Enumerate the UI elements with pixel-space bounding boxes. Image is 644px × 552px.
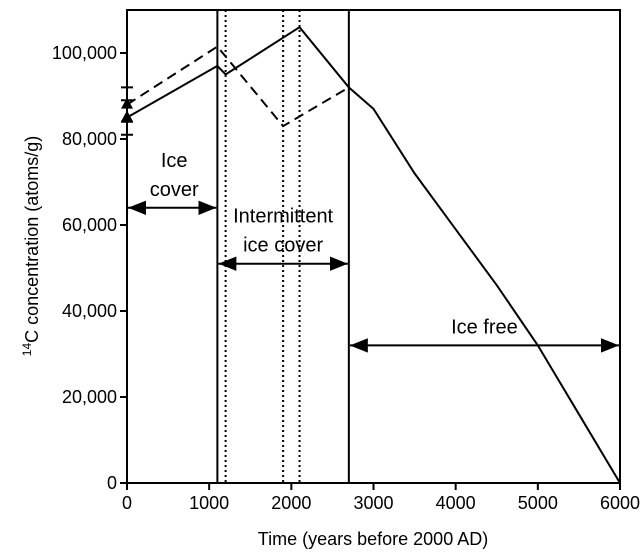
x-tick-label: 5000: [518, 493, 558, 513]
x-tick-label: 2000: [271, 493, 311, 513]
series-line: [126, 25, 621, 484]
y-tick-label: 100,000: [52, 43, 117, 63]
x-tick-label: 6000: [600, 493, 640, 513]
y-axis-label-sup: 14: [20, 343, 34, 357]
y-tick-label: 40,000: [62, 301, 117, 321]
y-tick-label: 60,000: [62, 215, 117, 235]
x-tick-label: 3000: [353, 493, 393, 513]
y-axis-label: 14C concentration (atoms/g): [20, 136, 42, 356]
period-label: cover: [150, 179, 199, 201]
y-tick-label: 20,000: [62, 387, 117, 407]
period-label: Ice: [161, 150, 188, 172]
plot-frame: [126, 9, 621, 484]
series-line: [126, 45, 350, 128]
period-label: ice cover: [243, 235, 323, 257]
period-label: Ice free: [451, 316, 518, 338]
period-label: Intermittent: [233, 206, 333, 228]
y-axis-label-main: C concentration (atoms/g): [22, 136, 42, 343]
x-tick-label: 1000: [189, 493, 229, 513]
x-tick-label: 0: [122, 493, 132, 513]
x-axis-label: Time (years before 2000 AD): [258, 529, 488, 549]
y-tick-label: 0: [107, 473, 117, 493]
x-tick-label: 4000: [436, 493, 476, 513]
y-tick-label: 80,000: [62, 129, 117, 149]
start-marker: [121, 97, 133, 109]
